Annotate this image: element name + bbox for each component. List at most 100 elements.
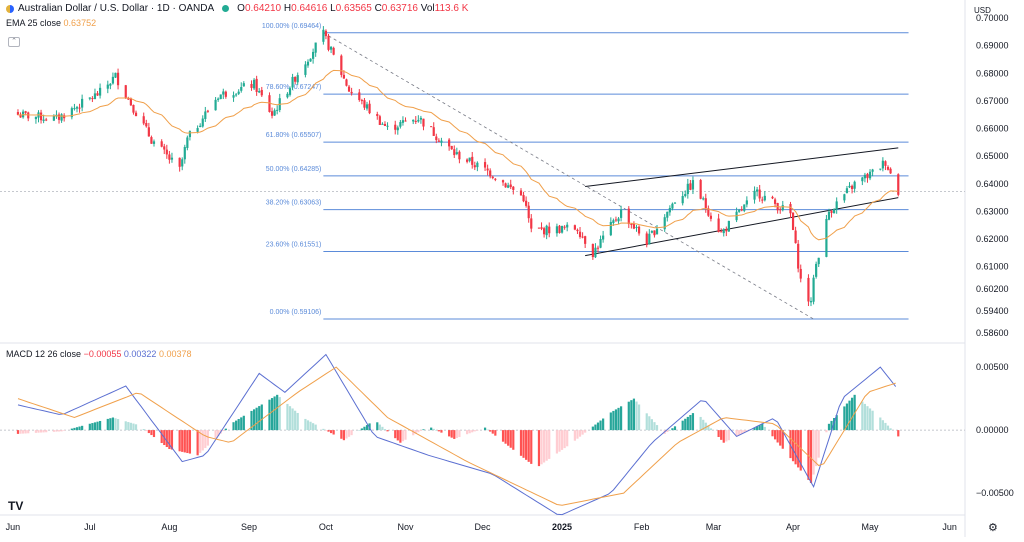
macd-histogram-bar-216 [791, 430, 795, 462]
macd-histogram-bar-34 [134, 424, 138, 431]
candle-body-153 [563, 226, 566, 228]
macd-histogram-bar-106 [396, 430, 399, 441]
macd-histogram-bar-55 [214, 430, 217, 439]
macd-axis-tick-1: 0.00000 [976, 425, 1009, 435]
fib-level-label-6: 0.00% (0.59106) [270, 309, 322, 316]
macd-histogram-bar-99 [368, 423, 371, 431]
macd-histogram-bar-121 [450, 430, 453, 438]
candle-body-145 [537, 227, 541, 229]
macd-histogram-bar-14 [63, 430, 66, 431]
macd-histogram-bar-52 [201, 430, 204, 451]
macd-histogram-bar-184 [673, 426, 677, 431]
candle-body-199 [727, 220, 730, 232]
candle-body-61 [235, 94, 238, 96]
price-axis-tick-11: 0.59400 [976, 306, 1009, 316]
macd-histogram-bar-124 [458, 430, 461, 438]
candle-body-93 [347, 86, 351, 92]
fib-level-label-1: 78.60% (0.67247) [266, 84, 322, 91]
macd-histogram-bar-17 [75, 427, 79, 431]
macd-histogram-bar-109 [404, 430, 407, 440]
candle-body-59 [224, 91, 227, 97]
candle-body-235 [861, 177, 864, 182]
candle-body-91 [342, 74, 346, 79]
macd-histogram-bar-73 [276, 394, 279, 431]
candle-body-50 [196, 128, 199, 132]
macd-histogram-bar-186 [684, 418, 687, 431]
macd-histogram-bar-104 [386, 430, 389, 432]
macd-legend-label: MACD 12 26 close [6, 349, 82, 359]
macd-histogram-bar-240 [879, 417, 882, 431]
candle-body-26 [109, 83, 112, 86]
currency-label[interactable]: USD [974, 6, 991, 15]
candle-body-40 [160, 141, 163, 147]
macd-histogram-bar-65 [250, 410, 253, 431]
candle-body-102 [381, 123, 384, 125]
candle-body-25 [106, 84, 109, 89]
macd-histogram-bar-229 [835, 415, 838, 431]
candle-body-38 [150, 137, 153, 144]
macd-histogram-bar-208 [761, 423, 764, 431]
candle-body-44 [170, 157, 174, 160]
candle-body-232 [848, 185, 851, 188]
candle-body-15 [70, 108, 73, 118]
candle-body-60 [232, 95, 235, 98]
macd-histogram-bar-110 [412, 430, 415, 436]
candle-body-1 [19, 114, 22, 118]
macd-histogram-bar-202 [740, 430, 743, 434]
chart-header: Australian Dollar / U.S. Dollar · 1D · O… [6, 3, 468, 14]
candle-body-184 [673, 202, 677, 204]
macd-histogram-bar-22 [93, 422, 97, 431]
candle-body-39 [152, 141, 156, 144]
candle-body-68 [258, 90, 261, 93]
macd-histogram-bar-97 [363, 426, 366, 431]
macd-histogram-bar-201 [738, 430, 741, 436]
candle-body-114 [422, 118, 425, 127]
candle-body-189 [691, 180, 695, 190]
candle-body-158 [581, 236, 584, 238]
macd-legend[interactable]: MACD 12 26 close −0.00055 0.00322 0.0037… [6, 349, 191, 359]
macd-histogram-bar-233 [850, 397, 854, 431]
close-key: C [374, 3, 382, 14]
price-axis-tick-4: 0.66000 [976, 124, 1009, 134]
candle-body-49 [188, 131, 192, 138]
macd-histogram-bar-153 [563, 430, 566, 449]
candle-body-240 [879, 168, 882, 170]
symbol-title[interactable]: Australian Dollar / U.S. Dollar · 1D · O… [18, 3, 215, 14]
candle-body-103 [383, 123, 387, 126]
macd-axis-tick-0: 0.00500 [976, 362, 1009, 372]
candle-body-86 [324, 30, 328, 37]
macd-histogram-bar-94 [350, 430, 353, 436]
candle-body-35 [142, 116, 145, 124]
candle-body-34 [134, 112, 138, 117]
candle-body-108 [401, 120, 405, 123]
candle-body-45 [178, 157, 181, 167]
settings-gear-icon[interactable]: ⚙ [988, 522, 998, 534]
candle-body-144 [530, 218, 533, 229]
candle-body-219 [799, 268, 802, 279]
high-key: H [283, 3, 292, 14]
candle-body-198 [725, 228, 728, 232]
macd-axis-tick-2: −0.00500 [976, 488, 1014, 498]
candle-body-95 [358, 92, 361, 100]
macd-histogram-bar-46 [181, 430, 184, 452]
macd-histogram-bar-71 [270, 398, 274, 431]
macd-histogram-bar-214 [781, 430, 784, 449]
ema-legend[interactable]: EMA 25 close 0.63752 [6, 18, 96, 28]
macd-histogram-bar-64 [242, 415, 245, 431]
macd-histogram-bar-118 [437, 430, 440, 432]
macd-histogram-bar-93 [347, 430, 351, 437]
candle-body-167 [614, 219, 618, 221]
candle-body-206 [756, 189, 759, 192]
macd-histogram-bar-194 [709, 428, 713, 431]
candle-body-117 [435, 136, 438, 141]
candle-body-8 [42, 119, 45, 121]
candle-body-18 [78, 107, 81, 109]
candle-body-78 [294, 77, 297, 82]
macd-histogram-bar-130 [483, 427, 487, 431]
macd-histogram-bar-195 [717, 430, 720, 437]
macd-histogram-bar-26 [109, 418, 112, 431]
collapse-legend-icon[interactable]: ⌃ [8, 37, 20, 47]
macd-histogram-bar-59 [224, 428, 227, 431]
candle-body-46 [181, 159, 184, 167]
macd-histogram-bar-143 [527, 430, 530, 462]
